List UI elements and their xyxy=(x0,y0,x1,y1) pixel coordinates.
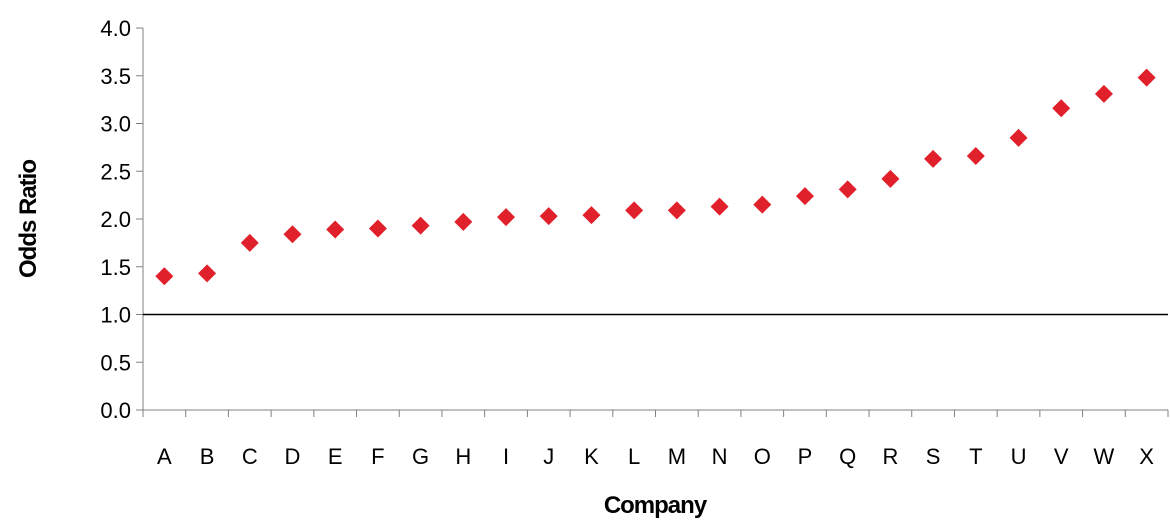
y-tick-label: 3.5 xyxy=(100,64,131,89)
x-tick-label: W xyxy=(1094,444,1115,469)
data-point-s xyxy=(924,149,943,168)
data-point-d xyxy=(283,225,302,244)
x-tick-label: L xyxy=(628,444,640,469)
x-tick-label: G xyxy=(412,444,429,469)
x-tick-label: P xyxy=(798,444,813,469)
x-tick-label: H xyxy=(455,444,471,469)
data-point-f xyxy=(368,219,387,238)
x-tick-label: E xyxy=(328,444,343,469)
y-tick-label: 2.5 xyxy=(100,159,131,184)
y-tick-label: 3.0 xyxy=(100,112,131,137)
data-point-u xyxy=(1009,128,1028,147)
data-point-h xyxy=(454,212,473,231)
y-tick-label: 0.0 xyxy=(100,398,131,423)
x-tick-label: D xyxy=(285,444,301,469)
data-point-v xyxy=(1052,99,1071,118)
data-point-b xyxy=(198,264,217,283)
y-axis: 0.0 0.5 1.0 1.5 2.0 2.5 3.0 3.5 4.0 xyxy=(100,16,144,423)
data-point-t xyxy=(966,146,985,165)
data-point-i xyxy=(497,208,516,227)
x-tick-label: S xyxy=(926,444,941,469)
x-tick-label: K xyxy=(584,444,599,469)
data-point-j xyxy=(539,207,558,226)
x-tick-label: X xyxy=(1139,444,1154,469)
x-tick-label: I xyxy=(503,444,509,469)
x-tick-label: O xyxy=(754,444,771,469)
data-point-l xyxy=(625,201,644,220)
data-points xyxy=(155,68,1156,286)
x-tick-label: F xyxy=(371,444,384,469)
y-tick-label: 2.0 xyxy=(100,207,131,232)
data-point-g xyxy=(411,216,430,235)
x-tick-label: U xyxy=(1011,444,1027,469)
y-tick-label: 0.5 xyxy=(100,350,131,375)
data-point-p xyxy=(795,187,814,206)
x-tick-label: R xyxy=(882,444,898,469)
x-tick-label: A xyxy=(157,444,172,469)
x-tick-label: C xyxy=(242,444,258,469)
x-tick-label: Q xyxy=(839,444,856,469)
data-point-k xyxy=(582,206,601,225)
x-tick-label: T xyxy=(969,444,982,469)
data-point-r xyxy=(881,169,900,188)
data-point-w xyxy=(1094,84,1113,103)
x-tick-label: M xyxy=(668,444,686,469)
data-point-x xyxy=(1137,68,1156,87)
x-tick-label: N xyxy=(712,444,728,469)
data-point-e xyxy=(326,220,345,239)
x-axis-title: Company xyxy=(604,492,708,519)
data-point-m xyxy=(667,201,686,220)
x-tick-label: J xyxy=(543,444,554,469)
x-tick-label: B xyxy=(200,444,215,469)
y-tick-label: 1.0 xyxy=(100,303,131,328)
y-tick-label: 1.5 xyxy=(100,255,131,280)
y-tick-label: 4.0 xyxy=(100,16,131,41)
data-point-n xyxy=(710,197,729,216)
y-axis-title: Odds Ratio xyxy=(15,160,42,278)
data-point-a xyxy=(155,267,174,286)
x-tick-label: V xyxy=(1054,444,1069,469)
data-point-o xyxy=(753,195,772,214)
data-point-q xyxy=(838,180,857,199)
data-point-c xyxy=(240,233,259,252)
